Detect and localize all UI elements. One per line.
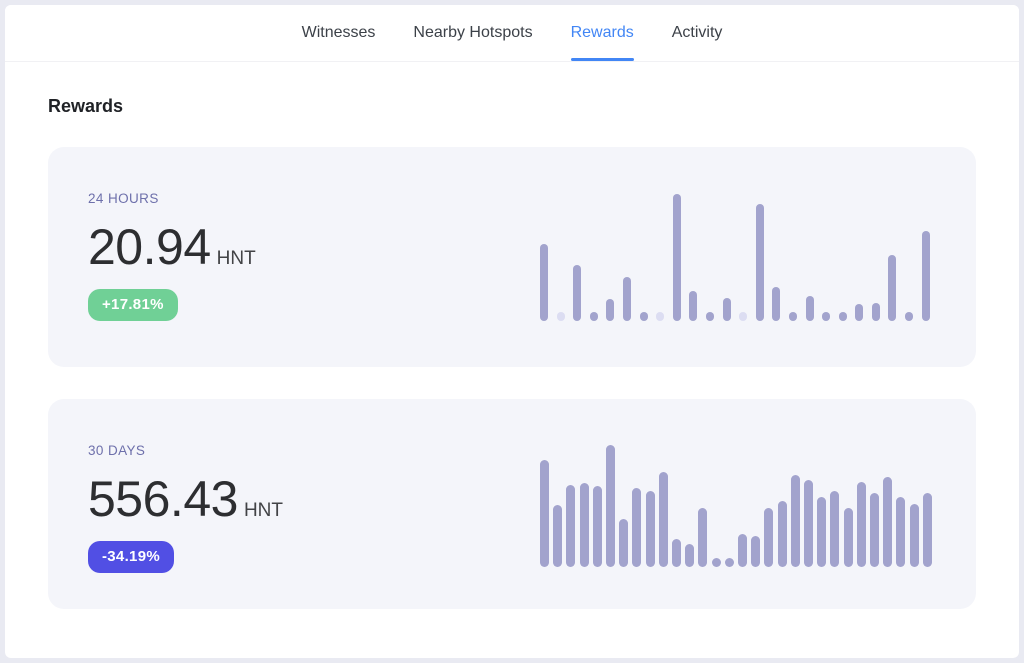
- chart-bar: [888, 255, 897, 321]
- chart-bar: [777, 501, 787, 567]
- chart-bar: [751, 536, 761, 567]
- chart-bar: [672, 539, 682, 567]
- change-badge-negative: -34.19%: [88, 541, 174, 573]
- chart-bar: [722, 298, 731, 321]
- rewards-card-30-days: 30 DAYS 556.43 HNT -34.19%: [48, 399, 976, 609]
- chart-bar: [755, 204, 764, 321]
- chart-bar: [870, 493, 880, 567]
- chart-bar: [905, 312, 914, 321]
- chart-bar: [838, 312, 847, 321]
- tab-activity[interactable]: Activity: [671, 24, 723, 41]
- chart-bar: [764, 508, 774, 567]
- chart-bar: [658, 472, 668, 567]
- chart-bar: [689, 291, 698, 321]
- chart-bar: [553, 505, 563, 567]
- chart-bar: [589, 312, 598, 321]
- period-label: 24 HOURS: [88, 191, 159, 206]
- chart-bar: [805, 296, 814, 321]
- chart-bar: [645, 491, 655, 567]
- chart-bar: [804, 480, 814, 567]
- top-tab-bar: Witnesses Nearby Hotspots Rewards Activi…: [5, 5, 1019, 62]
- content-area: Rewards 24 HOURS 20.94 HNT +17.81% 30 DA…: [5, 96, 1019, 609]
- chart-bar: [566, 485, 576, 567]
- value-row: 556.43 HNT: [88, 470, 976, 528]
- chart-bar: [739, 312, 748, 321]
- chart-bar: [698, 508, 708, 567]
- chart-bar: [556, 312, 565, 321]
- reward-unit: HNT: [243, 500, 283, 521]
- chart-bar: [579, 483, 589, 567]
- tab-rewards[interactable]: Rewards: [570, 5, 634, 61]
- change-badge-positive: +17.81%: [88, 289, 178, 321]
- chart-bar: [573, 265, 582, 321]
- reward-value: 20.94: [88, 219, 211, 275]
- rewards-card-24-hours: 24 HOURS 20.94 HNT +17.81%: [48, 147, 976, 367]
- period-label: 30 DAYS: [88, 443, 146, 458]
- chart-bar: [632, 488, 642, 567]
- chart-bar: [540, 244, 548, 321]
- reward-unit: HNT: [216, 248, 256, 269]
- card-stats: 30 DAYS 556.43 HNT -34.19%: [48, 399, 976, 573]
- chart-bar: [790, 475, 800, 567]
- chart-bar: [843, 508, 853, 567]
- chart-bar: [606, 445, 616, 567]
- chart-bar: [772, 287, 781, 321]
- chart-bar: [921, 231, 930, 321]
- chart-bar: [830, 491, 840, 567]
- chart-bar: [871, 303, 880, 321]
- sparkline-chart-30-days: [540, 445, 932, 567]
- chart-bar: [883, 477, 893, 567]
- chart-bar: [592, 486, 602, 567]
- chart-bar: [685, 544, 695, 567]
- chart-bar: [711, 558, 721, 567]
- rewards-page: Witnesses Nearby Hotspots Rewards Activi…: [5, 5, 1019, 658]
- card-stats: 24 HOURS 20.94 HNT +17.81%: [48, 147, 976, 321]
- chart-bar: [738, 534, 748, 567]
- chart-bar: [817, 497, 827, 567]
- sparkline-chart-24-hours: [540, 194, 930, 321]
- chart-bar: [540, 460, 549, 567]
- page-title: Rewards: [48, 96, 124, 116]
- reward-value: 556.43: [88, 471, 238, 527]
- chart-bar: [788, 312, 797, 321]
- chart-bar: [856, 482, 866, 567]
- chart-bar: [656, 312, 665, 321]
- tab-nearby-hotspots[interactable]: Nearby Hotspots: [413, 24, 533, 41]
- chart-bar: [705, 312, 714, 321]
- chart-bar: [922, 493, 932, 567]
- chart-bar: [622, 277, 631, 321]
- chart-bar: [724, 558, 734, 567]
- value-row: 20.94 HNT: [88, 218, 976, 276]
- tab-witnesses[interactable]: Witnesses: [301, 24, 376, 41]
- chart-bar: [672, 194, 681, 321]
- chart-bar: [855, 304, 864, 321]
- chart-bar: [822, 312, 831, 321]
- chart-bar: [639, 312, 648, 321]
- chart-bar: [896, 497, 906, 567]
- chart-bar: [909, 504, 919, 567]
- chart-bar: [619, 519, 629, 567]
- chart-bar: [606, 299, 615, 321]
